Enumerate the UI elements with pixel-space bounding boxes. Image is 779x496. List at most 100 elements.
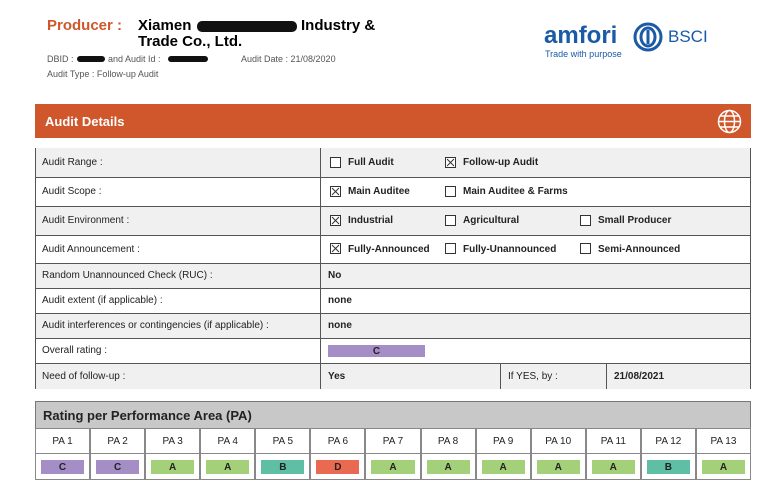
pa-name: PA 7 xyxy=(365,428,421,454)
pa-rating: A xyxy=(151,460,195,474)
checkbox xyxy=(445,156,456,168)
row xyxy=(36,177,750,206)
pa-name: PA 9 xyxy=(475,428,531,454)
producer-name: Xiamen xyxy=(138,17,192,34)
redaction xyxy=(168,56,208,62)
producer-label: Producer : xyxy=(47,17,123,34)
checkbox xyxy=(330,185,341,197)
option-label: Main Auditee xyxy=(348,186,410,197)
divider xyxy=(320,206,321,235)
row-label: Audit Scope : xyxy=(42,186,102,197)
row xyxy=(36,206,750,235)
option-label: Fully-Unannounced xyxy=(463,243,557,255)
row-label: Audit interferences or contingencies (if… xyxy=(42,320,269,331)
option-label: Small Producer xyxy=(598,215,672,226)
divider xyxy=(320,148,321,177)
pa-name: PA 12 xyxy=(640,428,696,454)
pa-name: PA 3 xyxy=(145,428,201,454)
audit-date: Audit Date : 21/08/2020 xyxy=(241,54,336,64)
redaction xyxy=(77,56,105,62)
pa-name: PA 5 xyxy=(255,428,311,454)
pa-rating: A xyxy=(481,460,525,474)
pa-rating: A xyxy=(206,460,250,474)
row xyxy=(36,363,750,389)
row-value: Yes xyxy=(328,370,346,382)
option-label: Industrial xyxy=(348,215,394,226)
option-label: Main Auditee & Farms xyxy=(463,186,568,197)
row-label: Audit extent (if applicable) : xyxy=(42,295,163,306)
row xyxy=(36,263,750,288)
pa-rating: A xyxy=(536,460,580,474)
pa-rating: C xyxy=(96,460,140,474)
divider xyxy=(320,263,321,288)
producer-name: Trade Co., Ltd. xyxy=(138,33,243,50)
pa-rating: B xyxy=(261,460,305,474)
row xyxy=(36,235,750,263)
row-label: Audit Environment : xyxy=(42,215,130,226)
row xyxy=(36,148,750,177)
option-label: Semi-Announced xyxy=(598,243,681,255)
pa-rating: D xyxy=(316,460,360,474)
checkbox xyxy=(445,214,456,226)
logo-mark xyxy=(633,22,663,52)
divider xyxy=(320,235,321,263)
producer-name: Industry & xyxy=(301,17,376,34)
row xyxy=(36,288,750,313)
pa-rating: C xyxy=(41,460,85,474)
row-label: Audit Announcement : xyxy=(42,243,140,255)
pa-name: PA 2 xyxy=(90,428,146,454)
checkbox xyxy=(445,185,456,197)
checkbox xyxy=(330,243,341,254)
row xyxy=(36,313,750,338)
row-value: No xyxy=(328,270,342,281)
section-bar xyxy=(35,104,751,138)
row-value: none xyxy=(328,295,352,306)
pa-rating: B xyxy=(646,460,690,474)
audit-type: Audit Type : Follow-up Audit xyxy=(47,69,159,79)
divider xyxy=(320,288,321,313)
logo-bsci: BSCI xyxy=(668,27,708,46)
checkbox xyxy=(330,156,341,168)
checkbox xyxy=(445,243,456,254)
pa-name: PA 6 xyxy=(310,428,366,454)
option-label: Follow-up Audit xyxy=(463,157,539,168)
section-title: Audit Details xyxy=(45,114,125,129)
divider xyxy=(320,363,321,389)
pa-name: PA 13 xyxy=(695,428,751,454)
pa-name: PA 1 xyxy=(35,428,91,454)
logo-tagline: Trade with purpose xyxy=(545,49,622,59)
pa-title: Rating per Performance Area (PA) xyxy=(43,407,252,423)
option-label: Fully-Announced xyxy=(348,243,430,255)
pa-name: PA 11 xyxy=(585,428,641,454)
checkbox xyxy=(580,243,591,254)
divider xyxy=(320,177,321,206)
pa-name: PA 4 xyxy=(200,428,256,454)
row-label: Need of follow-up : xyxy=(42,370,126,382)
checkbox xyxy=(330,214,341,226)
pa-rating: A xyxy=(371,460,415,474)
divider xyxy=(500,363,501,389)
option-label: Agricultural xyxy=(463,215,520,226)
logo: amfori xyxy=(544,22,618,49)
checkbox xyxy=(580,214,591,226)
rating-badge: C xyxy=(328,345,425,357)
option-label: Full Audit xyxy=(348,157,394,168)
row-value: none xyxy=(328,320,352,331)
row-label: Random Unannounced Check (RUC) : xyxy=(42,270,213,281)
pa-name: PA 8 xyxy=(420,428,476,454)
redaction xyxy=(197,21,297,32)
pa-name: PA 10 xyxy=(530,428,586,454)
pa-rating: A xyxy=(591,460,635,474)
pa-rating: A xyxy=(426,460,470,474)
row-extra-value: 21/08/2021 xyxy=(614,370,665,382)
divider xyxy=(606,363,607,389)
divider xyxy=(320,338,321,363)
pa-rating: A xyxy=(701,460,745,474)
dbid-label: DBID : xyxy=(47,54,74,64)
globe-icon xyxy=(717,109,742,134)
row-label: Overall rating : xyxy=(42,345,108,356)
divider xyxy=(320,313,321,338)
audit-id-label: and Audit Id : xyxy=(108,54,161,64)
row-extra-label: If YES, by : xyxy=(508,370,558,382)
